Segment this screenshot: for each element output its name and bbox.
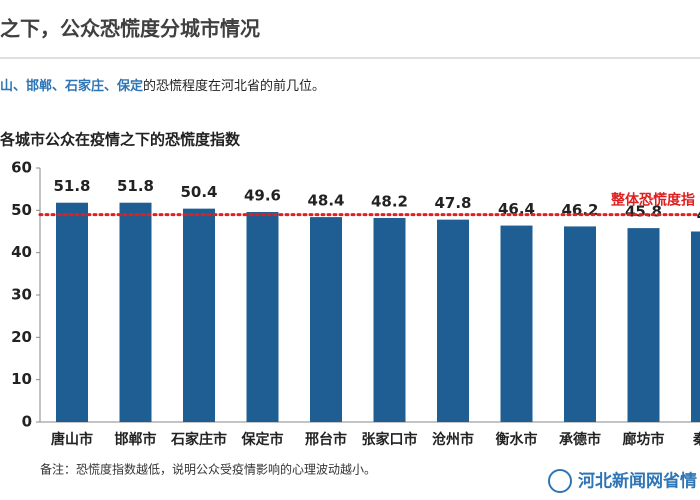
bar: [373, 217, 406, 422]
y-tick-label: 60: [11, 159, 32, 177]
x-tick-label: 保定市: [241, 431, 284, 448]
subtitle-rest: 的恐慌程度在河北省的前几位。: [143, 78, 325, 94]
x-tick-label: 廊坊市: [623, 431, 665, 448]
value-label: 51.8: [53, 177, 90, 195]
bar: [627, 228, 660, 422]
value-label: 50.4: [180, 183, 217, 201]
y-tick-label: 10: [11, 370, 32, 388]
x-tick-label: 邢台市: [304, 431, 347, 448]
y-tick-label: 40: [11, 243, 32, 261]
value-label: 47.8: [434, 194, 471, 212]
value-label: 49.6: [244, 187, 281, 205]
x-tick-label: 衡水市: [496, 431, 538, 448]
bar: [691, 231, 700, 422]
x-tick-label: 秦皇: [692, 431, 700, 448]
logo-icon: [548, 469, 572, 493]
x-tick-label: 张家口市: [362, 431, 418, 448]
reference-label: 整体恐慌度指: [610, 192, 695, 209]
bar: [564, 226, 596, 422]
header-title: 之下，公众恐慌度分城市情况: [0, 17, 260, 41]
footnote: 备注：恐慌度指数越低，说明公众受疫情影响的心理波动越小。: [40, 462, 376, 477]
subtitle-highlight: 山、邯郸、石家庄、保定: [0, 78, 143, 94]
y-tick-label: 20: [11, 328, 32, 346]
bar: [56, 202, 88, 422]
logo-text: 河北新闻网省情: [578, 471, 697, 492]
bar: [183, 208, 215, 422]
bar: [246, 212, 279, 422]
value-label: 46.2: [561, 201, 598, 219]
value-label: 48.4: [307, 192, 344, 210]
y-tick-label: 0: [22, 413, 32, 431]
value-label: 45: [697, 206, 700, 224]
chart-title: 各城市公众在疫情之下的恐慌度指数: [0, 131, 241, 149]
value-label: 48.2: [371, 192, 408, 210]
bar: [119, 202, 152, 422]
value-label: 45.8: [625, 203, 662, 221]
bar: [437, 219, 469, 422]
bar: [310, 217, 342, 422]
x-tick-label: 邯郸市: [115, 431, 157, 448]
y-tick-label: 30: [11, 286, 32, 304]
x-tick-label: 石家庄市: [170, 431, 227, 448]
x-tick-label: 沧州市: [432, 431, 474, 448]
x-tick-label: 唐山市: [51, 431, 93, 448]
value-label: 51.8: [117, 177, 154, 195]
bar: [500, 225, 533, 422]
x-tick-label: 承德市: [559, 431, 601, 448]
y-tick-label: 50: [11, 201, 32, 219]
subtitle: 山、邯郸、石家庄、保定的恐慌程度在河北省的前几位。: [0, 78, 325, 94]
